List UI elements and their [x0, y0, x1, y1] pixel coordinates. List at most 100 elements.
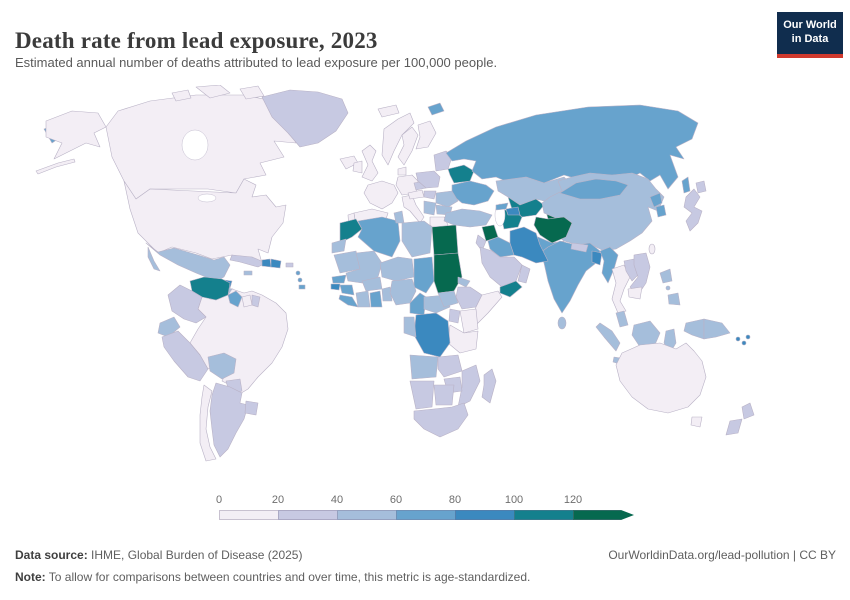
country-belarus[interactable]: [447, 164, 475, 184]
country-sierra-leone-liberia[interactable]: [338, 294, 359, 308]
country-canada-arctic-island[interactable]: [239, 85, 265, 100]
country-namibia[interactable]: [409, 380, 435, 410]
country-brazil[interactable]: [189, 288, 289, 396]
country-taiwan[interactable]: [648, 243, 656, 255]
country-puerto-rico[interactable]: [285, 262, 294, 268]
country-saudi-arabia[interactable]: [479, 246, 523, 288]
country-russia[interactable]: [445, 104, 699, 190]
country-romania[interactable]: [435, 190, 459, 208]
legend-bin-40-60[interactable]: [337, 510, 396, 520]
country-turkey[interactable]: [443, 208, 493, 228]
country-chad[interactable]: [413, 256, 435, 294]
country-angola[interactable]: [409, 354, 439, 380]
country-guinea-bissau[interactable]: [330, 283, 341, 291]
country-india[interactable]: [539, 240, 601, 314]
country-japan[interactable]: [695, 180, 707, 194]
country-south-africa[interactable]: [413, 402, 469, 438]
country-western-sahara[interactable]: [331, 238, 347, 254]
country-papua-new-guinea[interactable]: [703, 318, 731, 340]
country-poland[interactable]: [415, 170, 441, 189]
country-greenland[interactable]: [261, 89, 349, 148]
legend-bin-120+[interactable]: [573, 510, 621, 520]
country-finland[interactable]: [415, 120, 437, 150]
country-sweden[interactable]: [397, 126, 419, 166]
country-new-zealand-north[interactable]: [741, 402, 755, 420]
country-guinea[interactable]: [339, 284, 355, 296]
country-bolivia[interactable]: [207, 352, 237, 380]
country-ireland[interactable]: [352, 160, 363, 174]
country-uruguay[interactable]: [244, 400, 259, 416]
country-argentina[interactable]: [209, 382, 249, 458]
country-afghanistan[interactable]: [533, 216, 573, 244]
country-sri-lanka[interactable]: [557, 316, 567, 330]
country-libya[interactable]: [401, 220, 433, 258]
country-south-sudan[interactable]: [437, 290, 459, 308]
footer-link-text[interactable]: OurWorldinData.org/lead-pollution | CC B…: [608, 548, 836, 562]
country-oman[interactable]: [517, 264, 531, 284]
legend-bin-0-20[interactable]: [219, 510, 278, 520]
country-cuba[interactable]: [229, 254, 267, 268]
country-cambodia[interactable]: [627, 286, 643, 300]
country-botswana[interactable]: [433, 384, 455, 406]
country-algeria[interactable]: [357, 216, 401, 258]
country-bangladesh[interactable]: [591, 250, 603, 266]
country-serbia-balkans[interactable]: [423, 200, 437, 216]
country-niger[interactable]: [379, 256, 415, 282]
country-solomon-islands[interactable]: [745, 334, 751, 340]
country-tasmania[interactable]: [690, 416, 703, 428]
country-colombia[interactable]: [167, 284, 207, 324]
country-armenia-azerbaijan[interactable]: [505, 206, 521, 216]
country-new-zealand-south[interactable]: [725, 418, 743, 436]
country-morocco[interactable]: [339, 218, 363, 244]
country-novaya-zemlya[interactable]: [427, 102, 445, 116]
country-baltic-states[interactable]: [433, 150, 453, 172]
country-philippines-luzon[interactable]: [659, 268, 673, 284]
country-indonesia-borneo[interactable]: [631, 320, 661, 348]
country-madagascar[interactable]: [481, 368, 497, 404]
country-north-korea[interactable]: [649, 192, 663, 208]
country-italy[interactable]: [401, 194, 425, 224]
country-ghana[interactable]: [369, 290, 383, 308]
country-iran[interactable]: [509, 226, 549, 264]
country-philippines-mindanao[interactable]: [667, 292, 681, 306]
country-guyana[interactable]: [227, 290, 243, 308]
country-suriname[interactable]: [241, 294, 253, 308]
country-trinidad[interactable]: [298, 284, 306, 290]
country-kenya[interactable]: [459, 308, 479, 334]
country-sakhalin[interactable]: [681, 176, 691, 194]
country-australia[interactable]: [615, 342, 707, 414]
country-french-guiana[interactable]: [251, 294, 261, 308]
country-uganda[interactable]: [448, 308, 461, 324]
country-solomon-islands[interactable]: [735, 336, 741, 342]
legend-bin-80-100[interactable]: [455, 510, 514, 520]
country-france[interactable]: [363, 180, 399, 210]
country-tunisia[interactable]: [393, 210, 405, 224]
country-lesser-antilles[interactable]: [295, 270, 301, 276]
country-egypt[interactable]: [431, 224, 459, 256]
country-alaska[interactable]: [45, 110, 107, 160]
country-mexico[interactable]: [145, 242, 231, 283]
country-jamaica[interactable]: [243, 270, 253, 276]
owid-logo[interactable]: Our World in Data: [777, 12, 843, 58]
country-indonesia-sumatra[interactable]: [595, 322, 621, 352]
country-somalia[interactable]: [473, 290, 503, 326]
country-mexico-baja[interactable]: [147, 246, 161, 272]
country-aleutians[interactable]: [35, 158, 76, 175]
country-haiti[interactable]: [261, 258, 272, 268]
country-canada-arctic-island[interactable]: [171, 89, 192, 102]
country-malaysia[interactable]: [615, 310, 629, 328]
country-canada-arctic-island[interactable]: [195, 84, 231, 99]
country-denmark[interactable]: [397, 166, 407, 176]
country-ukraine[interactable]: [451, 180, 495, 206]
footer-link[interactable]: OurWorldinData.org/lead-pollution | CC B…: [608, 548, 836, 562]
country-dr-congo[interactable]: [413, 312, 451, 358]
country-mongolia[interactable]: [559, 178, 629, 200]
country-lesser-antilles[interactable]: [297, 277, 303, 283]
map-color-legend[interactable]: 0 20 40 60 80 100 120: [216, 494, 659, 520]
legend-bin-100-120[interactable]: [514, 510, 573, 520]
country-zambia[interactable]: [437, 354, 463, 378]
country-yemen[interactable]: [499, 280, 523, 298]
legend-bar[interactable]: [219, 510, 659, 520]
country-eritrea[interactable]: [457, 276, 471, 288]
country-united-kingdom[interactable]: [361, 144, 379, 182]
